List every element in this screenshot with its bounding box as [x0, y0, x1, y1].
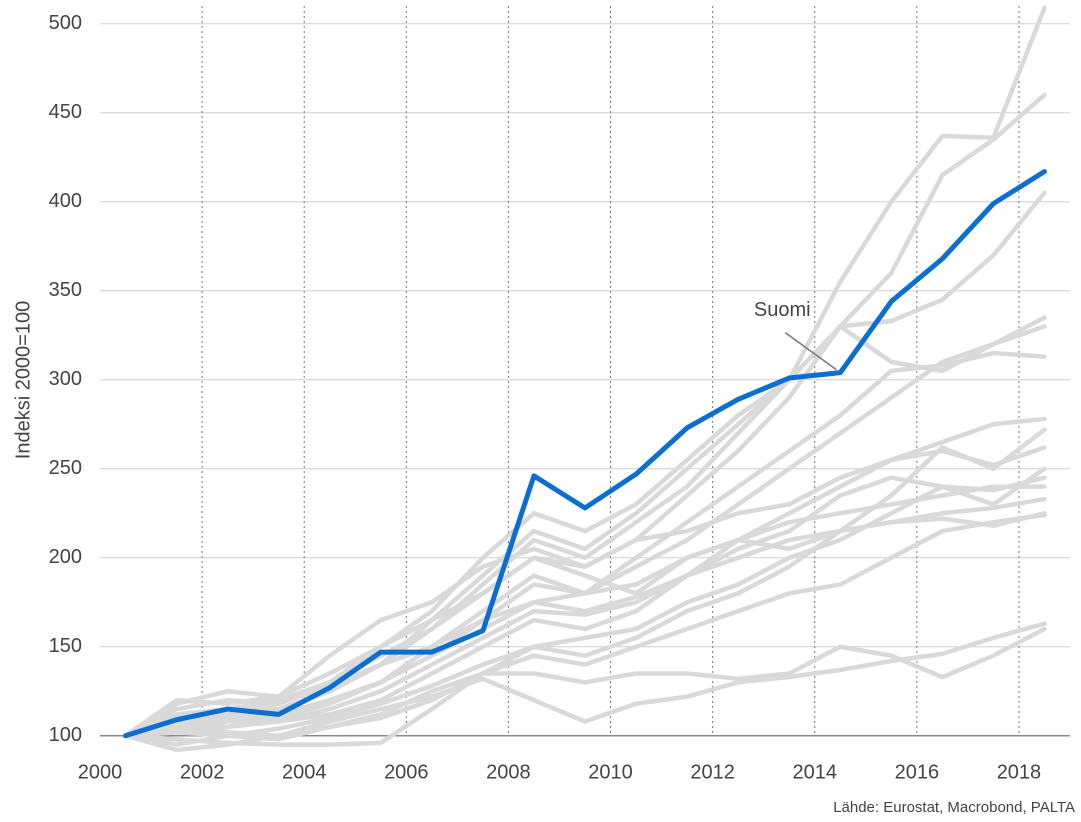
source: Lähde: Eurostat, Macrobond, PALTA: [833, 799, 1075, 816]
x-tick-label: 2008: [486, 761, 531, 783]
y-tick-label: 150: [49, 635, 82, 657]
line: [123, 511, 1047, 739]
line: [123, 466, 1047, 739]
y-tick-label: 100: [49, 724, 82, 746]
annotation: Suomi: [754, 299, 811, 321]
line: [123, 621, 1047, 753]
annotation-leader: [784, 332, 837, 371]
y-tick-label: 450: [49, 101, 82, 123]
y-tick-label: 250: [49, 457, 82, 479]
x-tick-label: 2016: [895, 761, 940, 783]
highlight-line: [123, 169, 1047, 739]
x-tick-label: 2004: [282, 761, 327, 783]
y-tick-label: 400: [49, 190, 82, 212]
line: [123, 427, 1047, 739]
line: [123, 475, 1047, 747]
line: [123, 92, 1047, 739]
x-tick-label: 2012: [690, 761, 735, 783]
line: [123, 626, 1047, 747]
y-axis-label: Indeksi 2000=100: [12, 301, 34, 459]
x-tick-label: 2000: [78, 761, 123, 783]
x-tick-label: 2014: [792, 761, 837, 783]
y-tick-label: 200: [49, 546, 82, 568]
line: [123, 5, 1047, 739]
y-tick-label: 300: [49, 368, 82, 390]
x-tick-label: 2006: [384, 761, 429, 783]
line: [123, 324, 1047, 739]
y-tick-label: 350: [49, 279, 82, 301]
line: [123, 350, 1047, 739]
line: [123, 484, 1047, 739]
y-tick-label: 500: [49, 12, 82, 34]
x-tick-label: 2002: [180, 761, 225, 783]
x-tick-label: 2010: [588, 761, 633, 783]
x-tick-label: 2018: [997, 761, 1042, 783]
